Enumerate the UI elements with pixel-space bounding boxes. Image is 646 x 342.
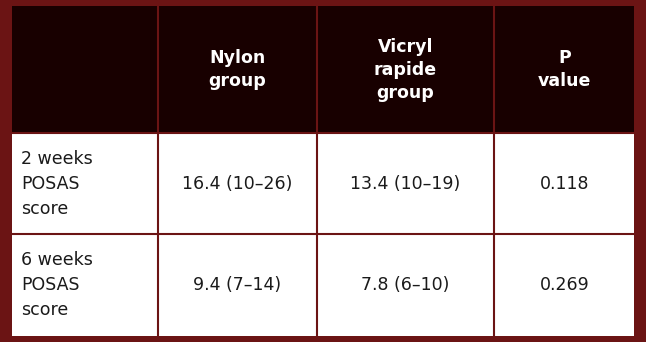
Bar [12,235,634,336]
Text: 9.4 (7–14): 9.4 (7–14) [193,276,282,294]
Text: Nylon
group: Nylon group [209,49,266,90]
Bar [12,133,634,235]
Text: 0.269: 0.269 [539,276,589,294]
Text: P
value: P value [537,49,591,90]
Text: 2 weeks
POSAS
score: 2 weeks POSAS score [21,150,93,218]
Text: 0.118: 0.118 [539,175,589,193]
Text: 16.4 (10–26): 16.4 (10–26) [182,175,293,193]
Text: 6 weeks
POSAS
score: 6 weeks POSAS score [21,251,93,319]
Text: 7.8 (6–10): 7.8 (6–10) [361,276,450,294]
Text: Vicryl
rapide
group: Vicryl rapide group [374,38,437,102]
Text: 13.4 (10–19): 13.4 (10–19) [350,175,461,193]
Bar [12,6,634,133]
